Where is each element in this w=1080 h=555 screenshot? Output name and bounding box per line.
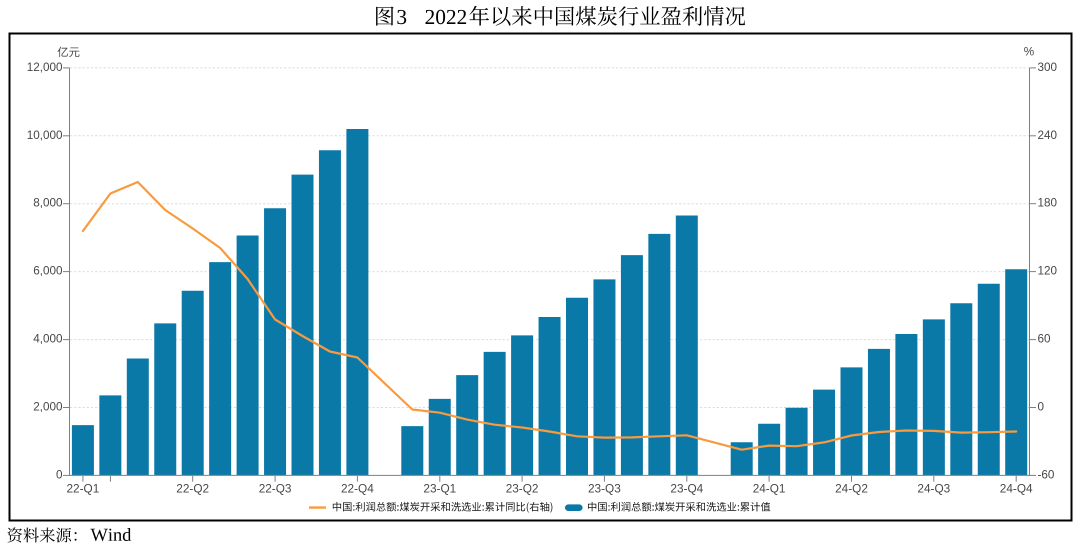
- svg-text:2,000: 2,000: [33, 401, 63, 414]
- svg-text:24-Q1: 24-Q1: [753, 481, 786, 495]
- svg-text:120: 120: [1038, 265, 1058, 278]
- svg-text:0: 0: [1038, 401, 1045, 414]
- svg-text:0: 0: [56, 468, 63, 481]
- svg-text:240: 240: [1038, 129, 1058, 142]
- svg-text:24-Q3: 24-Q3: [917, 481, 950, 495]
- svg-text:300: 300: [1038, 61, 1058, 74]
- svg-text:6,000: 6,000: [33, 265, 63, 278]
- svg-text:-60: -60: [1038, 468, 1055, 481]
- svg-text:8,000: 8,000: [33, 197, 63, 210]
- svg-text:22-Q2: 22-Q2: [176, 481, 209, 495]
- svg-text:180: 180: [1038, 197, 1058, 210]
- svg-text:%: %: [1024, 46, 1034, 59]
- svg-text:12,000: 12,000: [27, 61, 63, 74]
- svg-text:22-Q3: 22-Q3: [259, 481, 292, 495]
- svg-text:23-Q4: 23-Q4: [670, 481, 703, 495]
- svg-text:23-Q1: 23-Q1: [423, 481, 456, 495]
- svg-text:22-Q4: 22-Q4: [341, 481, 374, 495]
- svg-text:10,000: 10,000: [27, 129, 63, 142]
- svg-text:60: 60: [1038, 333, 1052, 346]
- svg-text:23-Q2: 23-Q2: [506, 481, 539, 495]
- svg-text:23-Q3: 23-Q3: [588, 481, 621, 495]
- svg-text:24-Q4: 24-Q4: [1000, 481, 1033, 495]
- svg-text:4,000: 4,000: [33, 333, 63, 346]
- svg-text:24-Q2: 24-Q2: [835, 481, 868, 495]
- svg-text:22-Q1: 22-Q1: [67, 481, 100, 495]
